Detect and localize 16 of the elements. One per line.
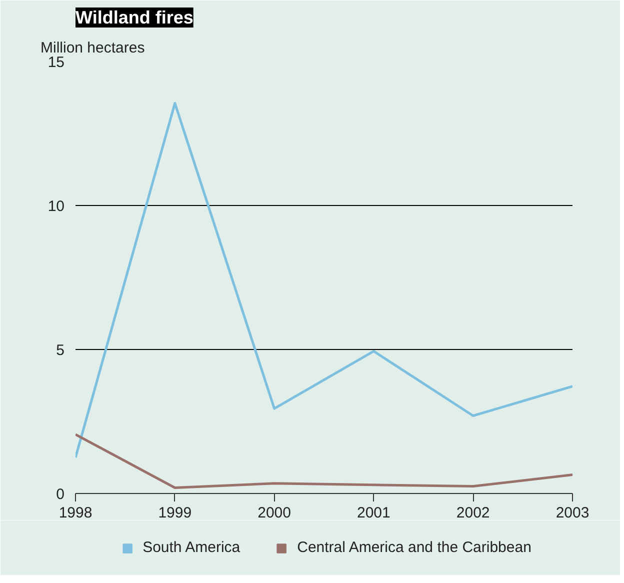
legend-label: Central America and the Caribbean — [297, 539, 532, 556]
legend-label: South America — [142, 539, 240, 556]
chart-title: Wildland fires — [76, 8, 194, 28]
y-tick-label: 10 — [48, 198, 65, 215]
x-tick-label: 2001 — [357, 504, 390, 522]
y-tick-label: 5 — [56, 342, 64, 359]
x-tick-label: 1998 — [58, 504, 92, 522]
line-series — [76, 102, 572, 459]
line-series — [76, 433, 572, 489]
x-tick-label: 2003 — [556, 504, 590, 522]
y-tick-label: 15 — [48, 54, 65, 71]
x-tick-label: 1999 — [158, 504, 192, 522]
x-tick-label: 2002 — [456, 504, 490, 522]
y-axis-title: Million hectares — [40, 40, 145, 56]
x-tick-label: 2000 — [258, 504, 291, 522]
y-tick-label: 0 — [56, 486, 64, 503]
